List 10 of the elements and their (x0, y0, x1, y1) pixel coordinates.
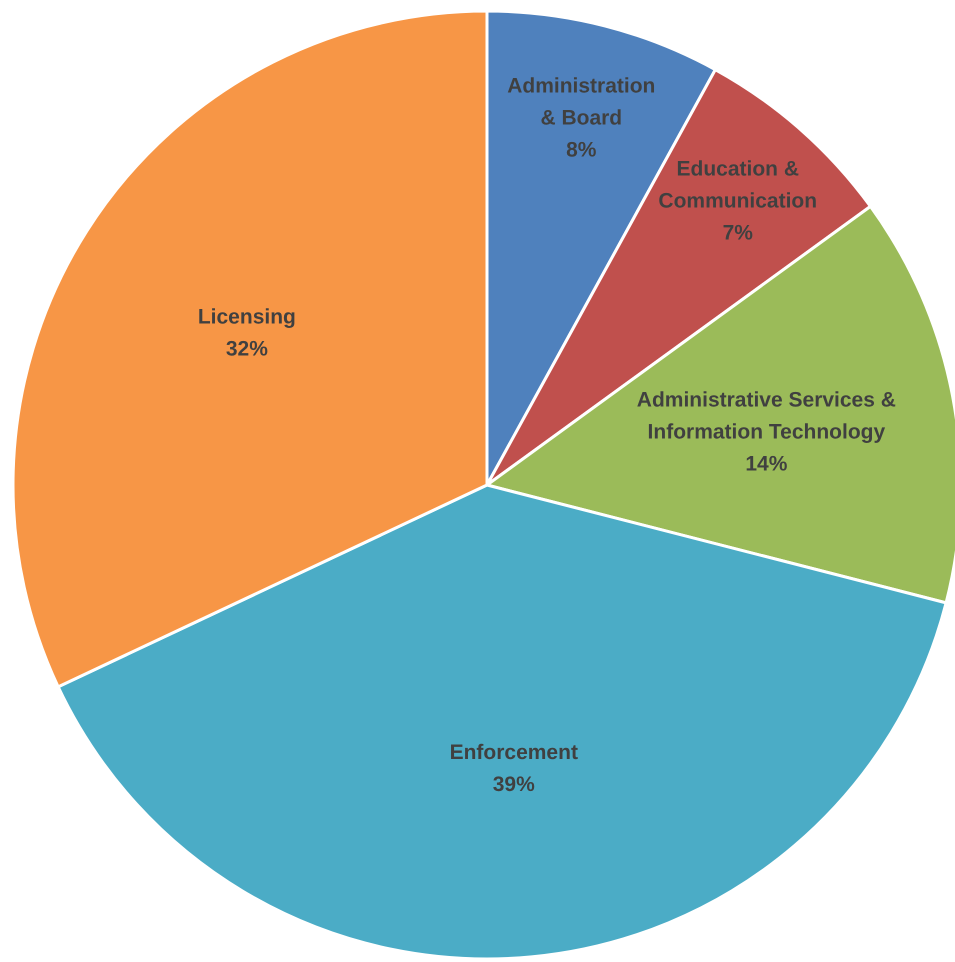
slice-label: Administration & Board (507, 74, 656, 130)
slice-label: Administrative Services & Information Technology (636, 388, 896, 444)
data-label: 7% (722, 221, 754, 244)
data-label: 14% (745, 452, 788, 476)
slice-label: Licensing (198, 305, 296, 328)
slice-label: Education & Communication (658, 157, 818, 212)
slice-label: Enforcement (450, 740, 578, 764)
data-label: 8% (566, 138, 597, 162)
data-label: 39% (492, 772, 536, 796)
data-label: 32% (226, 337, 268, 360)
